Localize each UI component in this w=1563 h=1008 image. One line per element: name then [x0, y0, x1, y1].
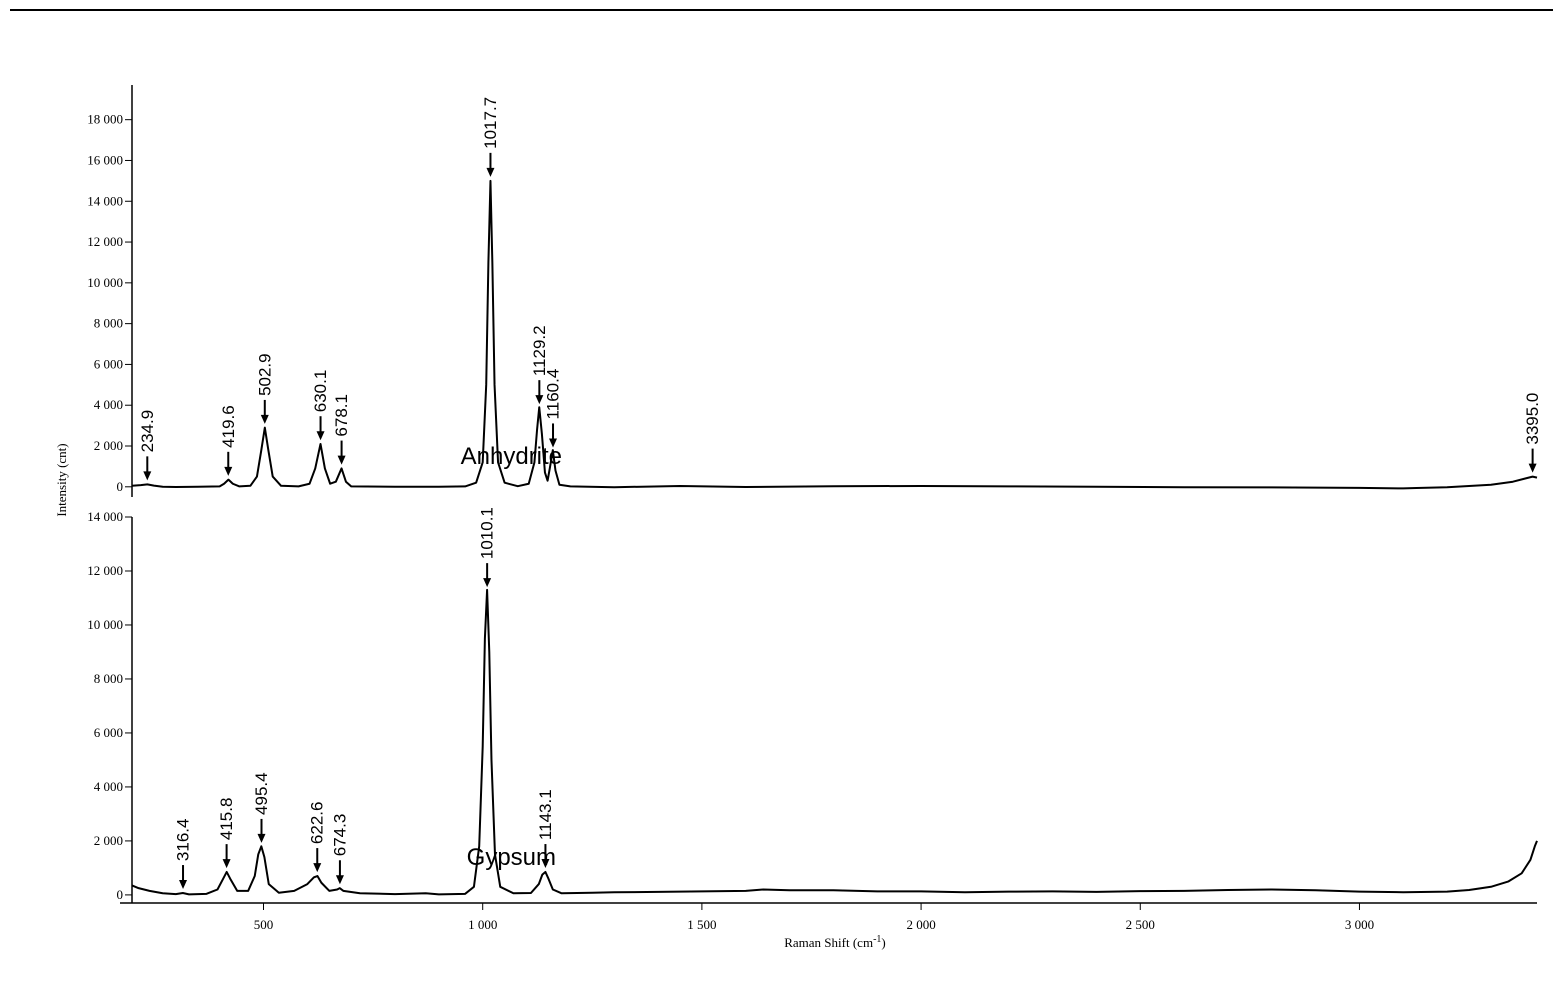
x-tick-label: 1 000	[468, 917, 497, 932]
peak-arrowhead	[549, 438, 558, 448]
y-tick-label: 12 000	[87, 234, 123, 249]
peak-label: 622.6	[308, 802, 327, 845]
spectrum-line	[131, 588, 1538, 896]
x-tick-label: 3 000	[1345, 917, 1374, 932]
y-axis-label: Intensity (cnt)	[54, 443, 69, 516]
peak-arrowhead	[337, 455, 346, 465]
peak-arrowhead	[143, 471, 152, 481]
y-tick-label: 14 000	[87, 193, 123, 208]
y-tick-label: 4 000	[94, 397, 123, 412]
peak-label: 1017.7	[481, 97, 500, 149]
peak-label: 3395.0	[1523, 393, 1542, 445]
peak-arrowhead	[535, 395, 544, 405]
y-tick-label: 14 000	[87, 509, 123, 524]
peak-arrowhead	[224, 466, 233, 476]
peak-arrowhead	[313, 863, 322, 873]
y-tick-label: 10 000	[87, 275, 123, 290]
series-name: Gypsum	[467, 844, 556, 871]
peak-label: 678.1	[332, 394, 351, 437]
y-tick-label: 6 000	[94, 356, 123, 371]
y-tick-label: 8 000	[94, 316, 123, 331]
y-tick-label: 16 000	[87, 152, 123, 167]
y-tick-label: 2 000	[94, 438, 123, 453]
x-label-sup: -1	[873, 934, 881, 945]
y-tick-label: 8 000	[94, 671, 123, 686]
peak-label: 415.8	[217, 798, 236, 841]
y-tick-label: 4 000	[94, 779, 123, 794]
peak-arrowhead	[483, 578, 492, 588]
peak-label: 495.4	[252, 772, 271, 815]
series-name: Anhydrite	[461, 443, 562, 470]
x-label-text: Raman Shift (cm	[784, 935, 873, 950]
spectrum-line	[131, 179, 1538, 490]
peak-label: 630.1	[311, 370, 330, 413]
peak-arrowhead	[335, 875, 344, 885]
y-tick-label: 0	[117, 887, 124, 902]
peak-label: 419.6	[219, 405, 238, 448]
peak-label: 1010.1	[478, 507, 497, 559]
peak-label: 502.9	[255, 353, 274, 396]
peak-label: 1129.2	[530, 325, 549, 376]
peak-arrowhead	[179, 880, 188, 890]
peak-arrowhead	[257, 833, 266, 843]
peak-arrowhead	[541, 859, 550, 869]
x-axis-label: Raman Shift (cm-1)	[784, 934, 886, 950]
peak-label: 674.3	[330, 814, 349, 857]
peak-arrowhead	[222, 859, 231, 869]
peak-label: 1143.1	[536, 789, 555, 840]
x-tick-label: 2 500	[1126, 917, 1155, 932]
y-tick-label: 2 000	[94, 833, 123, 848]
peak-label: 234.9	[138, 410, 157, 453]
y-tick-label: 0	[117, 479, 124, 494]
peak-arrowhead	[316, 431, 325, 441]
peak-label: 316.4	[174, 819, 193, 862]
x-label-tail: )	[881, 935, 885, 950]
peak-arrowhead	[486, 167, 495, 177]
x-tick-label: 500	[254, 917, 274, 932]
y-tick-label: 10 000	[87, 617, 123, 632]
peak-arrowhead	[260, 414, 269, 424]
y-tick-label: 12 000	[87, 563, 123, 578]
peak-arrowhead	[1528, 463, 1537, 473]
y-tick-label: 18 000	[87, 112, 123, 127]
peak-label: 1160.4	[544, 369, 563, 420]
x-tick-label: 2 000	[906, 917, 935, 932]
y-tick-label: 6 000	[94, 725, 123, 740]
x-tick-label: 1 500	[687, 917, 716, 932]
